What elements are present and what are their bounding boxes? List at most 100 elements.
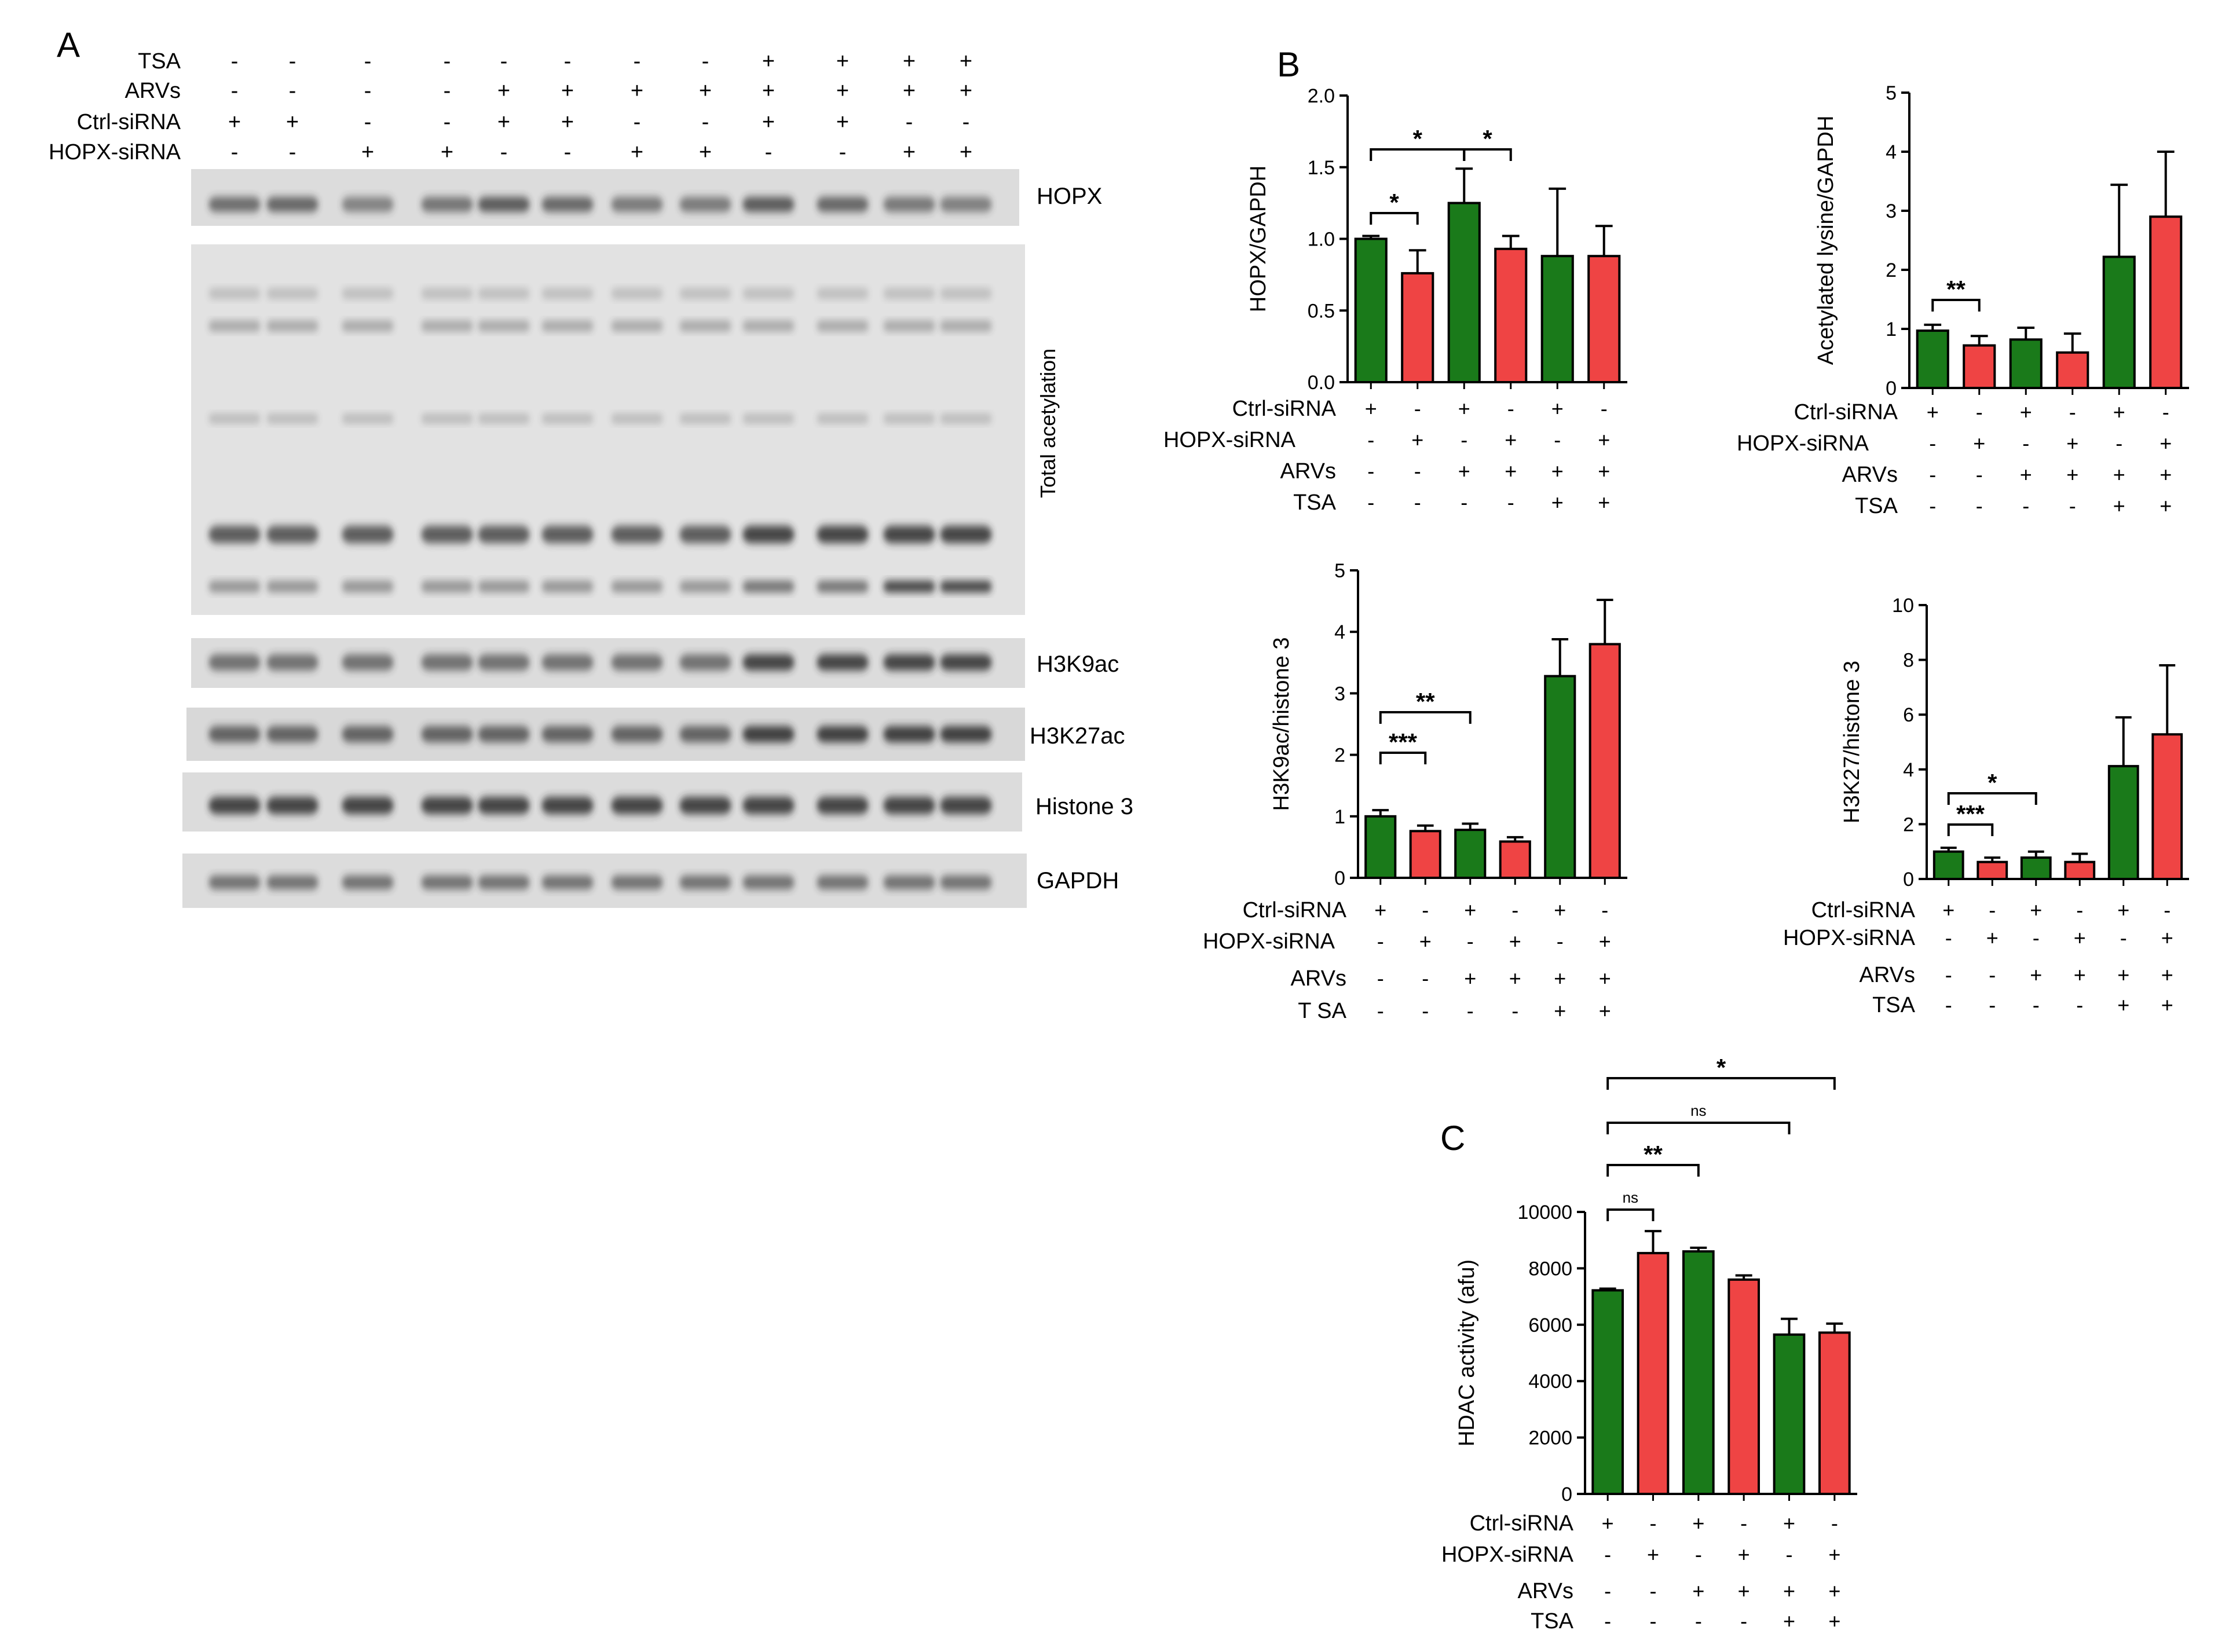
condition-sign: - [1976, 494, 1983, 518]
condition-sign: + [1986, 926, 1999, 950]
bar [1401, 272, 1434, 383]
blot-band [342, 321, 394, 331]
bar [1932, 850, 1964, 880]
condition-label: Ctrl-siRNA [1811, 898, 1916, 922]
bar [2009, 338, 2043, 389]
condition-sign: + [1692, 1511, 1704, 1535]
blot-condition-sign: + [441, 140, 453, 164]
y-tick-label: 4 [1334, 621, 1345, 643]
bar [1364, 815, 1397, 880]
condition-sign: - [1945, 993, 1952, 1017]
bar [1587, 255, 1621, 384]
blot-band [478, 654, 530, 671]
blot-condition-sign: - [564, 140, 572, 164]
blot-band [940, 197, 992, 212]
blot-band [940, 876, 992, 889]
y-tick-label: 0 [1903, 869, 1914, 891]
significance-bracket [1606, 1077, 1836, 1090]
blot-condition-label: ARVs [125, 79, 181, 103]
significance-bracket [1947, 823, 1994, 836]
condition-sign: - [1929, 494, 1936, 518]
significance-label: * [1988, 769, 1997, 796]
blot-condition-sign: + [497, 79, 510, 103]
blot-band [883, 321, 935, 331]
condition-sign: + [2160, 463, 2172, 486]
chart-acetylated-lysine: 0 1 2 3 4 5 Acetylated lysine/GAPDH ** Ctrl-siRN… [1737, 82, 2189, 518]
blot-bands-h3k9ac [208, 654, 992, 671]
significance-bracket [1379, 752, 1427, 764]
blot-band [817, 526, 869, 543]
condition-sign: - [2164, 898, 2171, 922]
condition-sign: + [1598, 459, 1610, 483]
blot-condition-sign: + [497, 110, 510, 134]
blot-band [679, 876, 731, 889]
blot-bands-total-acetylation [208, 288, 992, 592]
y-tick-label: 10000 [1517, 1202, 1572, 1224]
blot-band [342, 526, 394, 543]
condition-label: TSA [1855, 494, 1898, 518]
condition-label: Ctrl-siRNA [1470, 1511, 1574, 1536]
condition-sign: + [1411, 428, 1423, 452]
condition-sign: - [2076, 993, 2083, 1017]
blot-condition-sign: + [699, 140, 712, 164]
blot-label-total-acetylation: Total acetylation [1036, 349, 1060, 498]
blot-band [421, 288, 473, 299]
condition-sign: - [2069, 400, 2076, 424]
blot-band [817, 321, 869, 331]
blot-band [478, 197, 530, 212]
significance-label: ** [1644, 1141, 1663, 1168]
significance-label: ns [1623, 1189, 1638, 1206]
bar [2064, 860, 2096, 880]
blot-bands-h3k27ac [208, 726, 992, 742]
condition-sign: - [1367, 428, 1374, 452]
y-axis-label: Acetylated lysine/GAPDH [1814, 116, 1838, 365]
significance-label: *** [1956, 800, 1985, 827]
condition-sign: + [2161, 926, 2173, 950]
blot-band [940, 288, 992, 299]
blot-band [883, 197, 935, 212]
y-axis-label: H3K27/histone 3 [1840, 661, 1864, 823]
condition-sign: + [2117, 993, 2129, 1017]
blot-band [208, 726, 261, 742]
condition-label: ARVs [1842, 463, 1898, 487]
blot-band [817, 654, 869, 671]
blot-label-hopx: HOPX [1037, 184, 1102, 209]
blot-condition-sign: + [561, 79, 574, 103]
y-tick-label: 1 [1334, 806, 1345, 828]
blot-band [611, 581, 663, 592]
blot-condition-sign: + [836, 79, 849, 103]
blot-condition-sign: - [231, 140, 239, 164]
bar [1589, 643, 1621, 879]
blot-band [208, 414, 261, 423]
blot-band [541, 321, 594, 331]
blot-band [817, 414, 869, 423]
bar [1354, 237, 1388, 383]
blot-band [940, 581, 992, 592]
blot-band [817, 726, 869, 742]
condition-sign: + [2161, 963, 2173, 987]
blot-strip-hopx [191, 169, 1019, 226]
condition-label: ARVs [1280, 459, 1336, 483]
condition-sign: + [2113, 400, 2125, 424]
blot-band [478, 726, 530, 742]
significance-label: ** [1946, 276, 1966, 303]
blot-label-gapdh: GAPDH [1037, 868, 1119, 893]
blot-condition-sign: - [765, 140, 773, 164]
blot-condition-sign: - [231, 49, 239, 74]
significance-bracket [1370, 212, 1419, 225]
condition-sign: - [1650, 1609, 1657, 1633]
bar [2107, 765, 2139, 881]
blot-band [266, 876, 319, 889]
condition-sign: - [1511, 999, 1518, 1023]
y-axis-label: HDAC activity (afu) [1455, 1259, 1479, 1446]
y-tick-label: 0.0 [1308, 372, 1335, 394]
significance-bracket [1931, 299, 1981, 312]
blot-condition-sign: - [444, 49, 451, 74]
blot-band [342, 581, 394, 592]
condition-sign: - [2076, 898, 2083, 922]
y-tick-label: 4000 [1528, 1371, 1572, 1393]
condition-sign: + [1554, 966, 1566, 990]
condition-sign: - [1976, 400, 1983, 424]
condition-sign: + [1374, 898, 1386, 922]
